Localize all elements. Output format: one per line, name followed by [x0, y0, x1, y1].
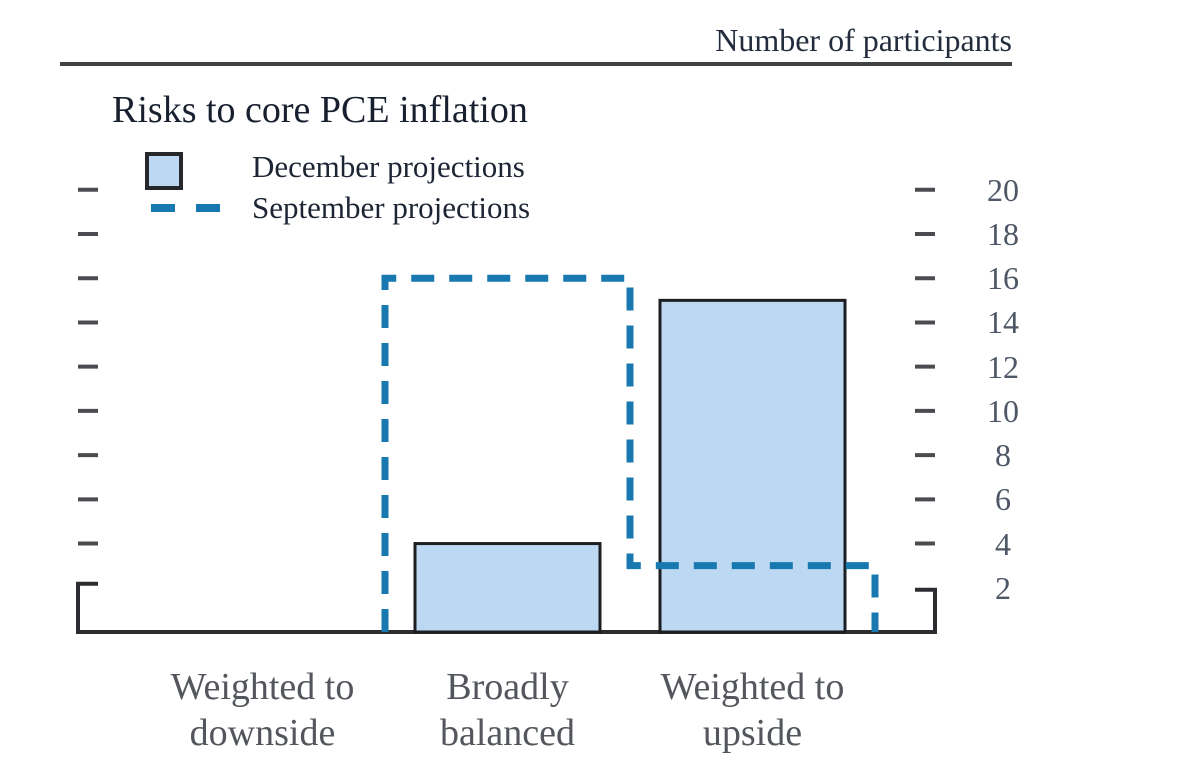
y-tick-label-8: 8: [995, 437, 1011, 474]
category-label-line: balanced: [439, 712, 576, 754]
y-tick-label-16: 16: [987, 260, 1019, 297]
category-label-1: Broadly balanced: [348, 664, 668, 756]
category-label-line: downside: [189, 712, 336, 754]
category-label-line: Broadly: [446, 666, 569, 708]
chart-title: Risks to core PCE inflation: [112, 89, 528, 131]
y-tick-label-2: 2: [995, 569, 1011, 606]
y-tick-label-20: 20: [987, 171, 1019, 208]
category-label-2: Weighted to upside: [593, 664, 913, 756]
y-tick-label-18: 18: [987, 216, 1019, 253]
header-rule: [60, 62, 1012, 66]
september-step-line: [381, 274, 879, 632]
y-tick-label-10: 10: [987, 392, 1019, 429]
category-label-line: upside: [702, 712, 803, 754]
september-dashed-line-swatch-icon: [151, 204, 231, 212]
y-tick-label-4: 4: [995, 525, 1011, 562]
y-axis-title: Number of participants: [715, 22, 1012, 58]
y-tick-label-12: 12: [987, 348, 1019, 385]
category-label-line: Weighted to: [170, 666, 355, 708]
y-tick-label-6: 6: [995, 481, 1011, 518]
bar-december-2: [658, 298, 847, 634]
bar-december-1: [413, 542, 602, 634]
y-tick-label-14: 14: [987, 304, 1019, 341]
category-label-line: Weighted to: [660, 666, 845, 708]
legend-label-december: December projections: [252, 149, 525, 184]
legend-label-september: September projections: [252, 190, 531, 225]
category-label-0: Weighted to downside: [103, 664, 423, 756]
december-bar-swatch-icon: [145, 152, 183, 190]
